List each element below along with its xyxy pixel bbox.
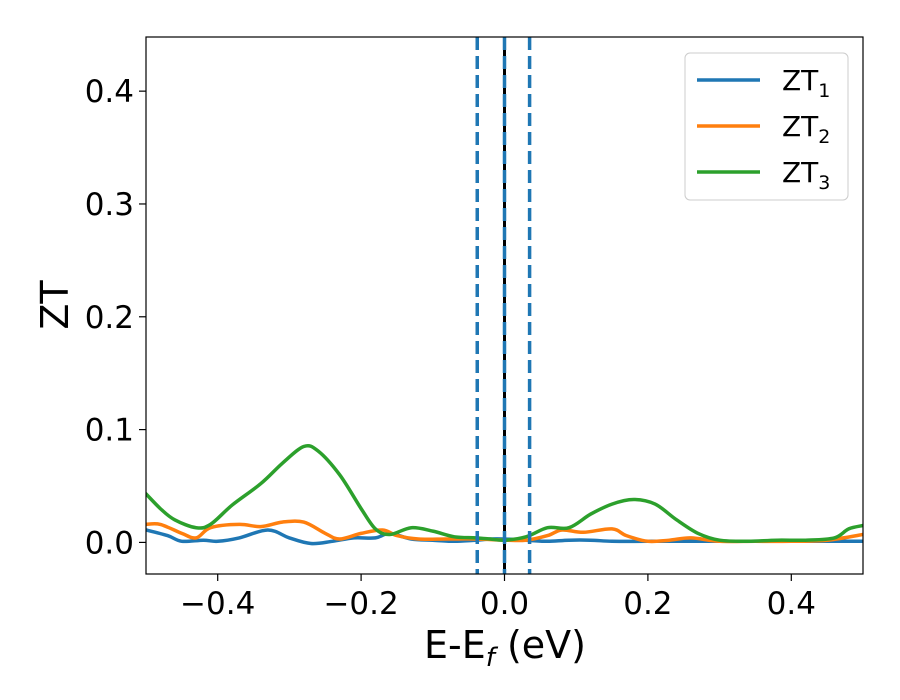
x-tick-label: −0.2 — [323, 586, 398, 622]
legend-label-zt2: ZT2 — [782, 110, 830, 148]
axes-ticks: −0.4 −0.2 0.0 0.2 0.4 0.0 0.1 0.2 0.3 0.4 — [85, 74, 816, 622]
y-tick-label: 0.0 — [85, 525, 134, 561]
y-tick-label: 0.1 — [85, 413, 134, 449]
x-tick-label: 0.4 — [767, 586, 816, 622]
legend-box — [684, 52, 849, 201]
legend: ZT1 ZT2 ZT3 — [684, 52, 849, 201]
x-axis-label: E-Ef (eV) — [424, 623, 586, 673]
y-tick-label: 0.4 — [85, 74, 134, 110]
x-tick-label: 0.0 — [480, 586, 529, 622]
x-tick-label: 0.2 — [623, 586, 672, 622]
legend-label-zt1: ZT1 — [782, 64, 830, 102]
y-tick-label: 0.3 — [85, 187, 134, 223]
legend-label-zt3: ZT3 — [782, 156, 830, 194]
y-tick-label: 0.2 — [85, 300, 134, 336]
series-line-zt3 — [146, 443, 863, 544]
x-tick-label: −0.4 — [180, 586, 255, 622]
y-axis-label: ZT — [33, 280, 77, 330]
plot-area — [146, 37, 863, 574]
